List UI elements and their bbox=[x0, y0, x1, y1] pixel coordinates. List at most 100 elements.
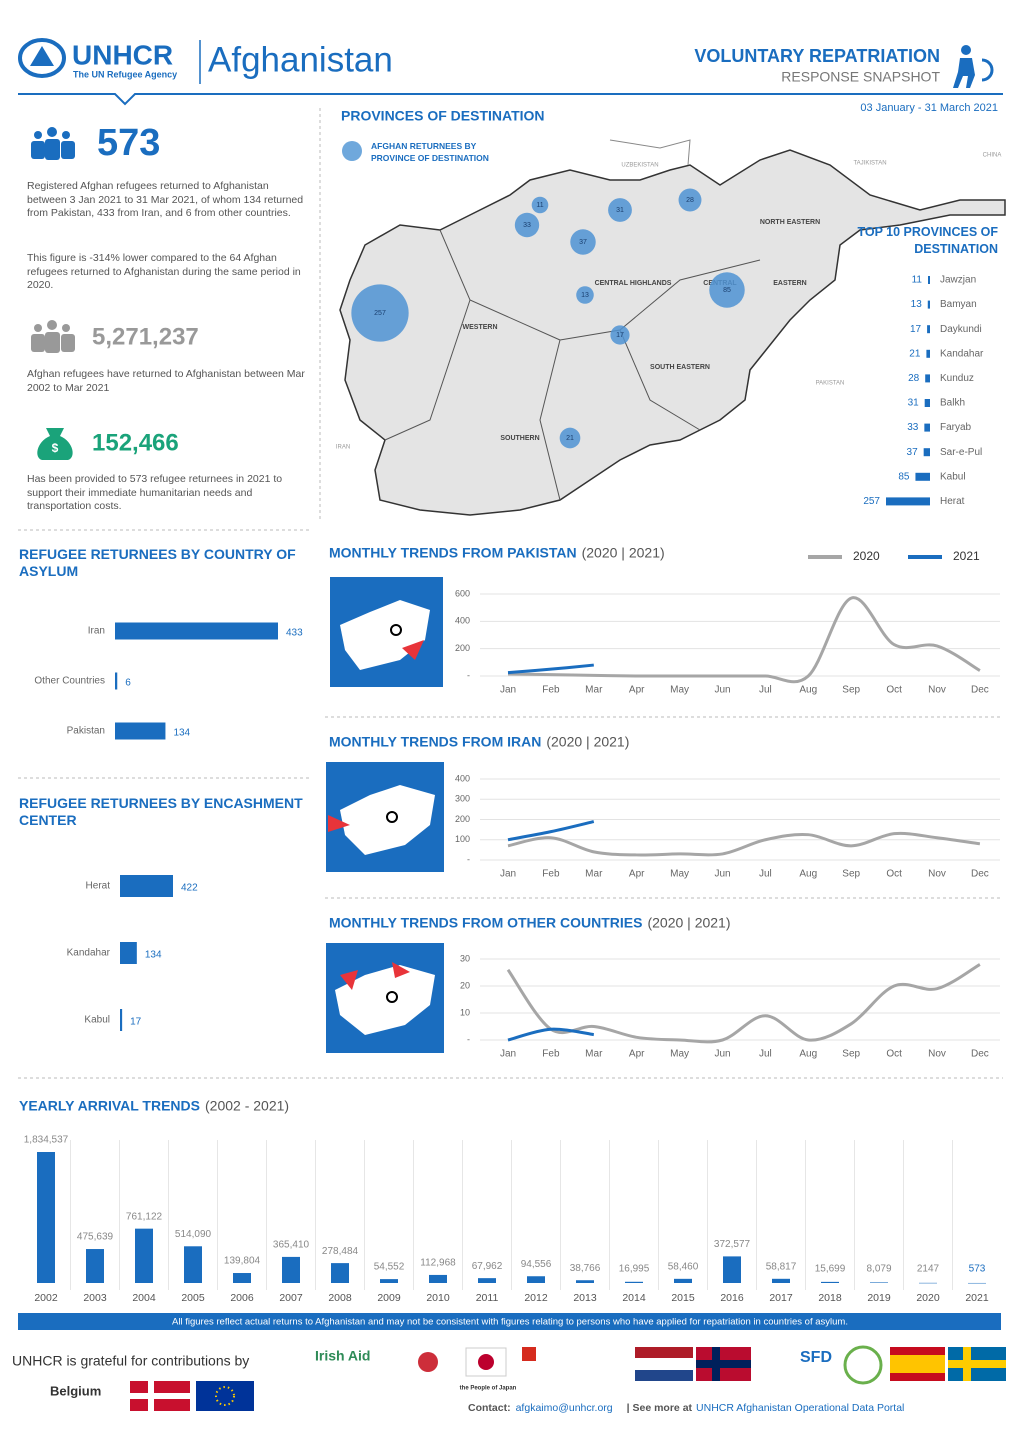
bar bbox=[625, 1281, 643, 1283]
x-tick-label: 2016 bbox=[720, 1292, 744, 1304]
stat-text: Has been provided to 573 refugee returne… bbox=[27, 473, 283, 512]
y-tick-label: 200 bbox=[455, 643, 470, 653]
bar bbox=[674, 1278, 692, 1283]
y-tick-label: 300 bbox=[455, 794, 470, 804]
x-tick-label: Aug bbox=[799, 869, 817, 880]
x-tick-label: 2006 bbox=[230, 1292, 254, 1304]
stat-value: 573 bbox=[97, 122, 160, 164]
value-label: 2147 bbox=[917, 1264, 940, 1275]
svg-text:$: $ bbox=[52, 441, 59, 455]
province-bubble bbox=[608, 198, 632, 222]
category-label: Other Countries bbox=[34, 676, 105, 687]
x-tick-label: 2004 bbox=[132, 1292, 156, 1304]
value-label: 6 bbox=[125, 678, 131, 689]
contact-label: Contact: bbox=[468, 1402, 511, 1414]
value-label: 372,577 bbox=[714, 1239, 751, 1250]
legend-bubble bbox=[342, 141, 362, 161]
x-tick-label: Nov bbox=[928, 869, 946, 880]
bar bbox=[576, 1280, 594, 1283]
value-label: 761,122 bbox=[126, 1211, 163, 1222]
y-tick-label: - bbox=[467, 1034, 470, 1044]
province-bar bbox=[926, 349, 930, 358]
bubble-label: 17 bbox=[616, 332, 624, 339]
province-bar bbox=[924, 423, 930, 432]
bar bbox=[723, 1256, 741, 1283]
inset-map bbox=[326, 762, 444, 872]
bar bbox=[120, 875, 173, 897]
x-tick-label: Dec bbox=[971, 1049, 989, 1060]
legend-label: 2020 bbox=[853, 549, 880, 563]
y-tick-label: 10 bbox=[460, 1007, 470, 1017]
neighbor-label: PAKISTAN bbox=[816, 381, 845, 387]
province-bubble bbox=[570, 229, 596, 255]
x-tick-label: 2008 bbox=[328, 1292, 352, 1304]
donor-name: Irish Aid bbox=[315, 1348, 371, 1364]
money-icon: $ bbox=[37, 428, 73, 460]
donor-flags bbox=[130, 1345, 1006, 1411]
province-bar bbox=[925, 374, 930, 383]
province-value: 28 bbox=[908, 373, 920, 384]
province-value: 13 bbox=[911, 299, 923, 310]
province-name: Faryab bbox=[940, 422, 972, 433]
bar bbox=[282, 1256, 300, 1283]
bar bbox=[380, 1279, 398, 1283]
province-bubble bbox=[531, 196, 549, 214]
region-borders bbox=[384, 229, 761, 501]
bubble-label: 11 bbox=[536, 202, 543, 209]
stat-text: This figure is -314% lower compared to t… bbox=[27, 252, 301, 291]
x-tick-label: Feb bbox=[542, 1049, 560, 1060]
x-tick-label: 2002 bbox=[34, 1292, 58, 1304]
province-bar bbox=[923, 448, 930, 457]
province-value: 17 bbox=[910, 324, 922, 335]
x-tick-label: Nov bbox=[928, 685, 946, 696]
value-label: 1,834,537 bbox=[24, 1135, 69, 1146]
category-label: Kandahar bbox=[67, 948, 111, 959]
y-tick-label: 400 bbox=[455, 616, 470, 626]
province-name: Sar-e-Pul bbox=[940, 447, 982, 458]
bar bbox=[821, 1281, 839, 1283]
bar bbox=[37, 1152, 55, 1283]
portal-link[interactable]: UNHCR Afghanistan Operational Data Porta… bbox=[696, 1402, 904, 1414]
category-label: Iran bbox=[88, 626, 105, 637]
value-label: 94,556 bbox=[521, 1259, 552, 1270]
bubble-label: 28 bbox=[686, 197, 694, 204]
value-label: 67,962 bbox=[472, 1261, 503, 1272]
province-bar bbox=[924, 399, 930, 407]
region-label: SOUTH EASTERN bbox=[650, 364, 710, 371]
province-value: 11 bbox=[912, 275, 923, 286]
x-tick-label: Mar bbox=[585, 1049, 603, 1060]
stat-value: 152,466 bbox=[92, 429, 179, 456]
stat-value: 5,271,237 bbox=[92, 323, 199, 350]
x-tick-label: 2012 bbox=[524, 1292, 548, 1304]
province-name: Jawzjan bbox=[940, 275, 976, 286]
chart-title: YEARLY ARRIVAL TRENDS bbox=[19, 1098, 200, 1114]
x-tick-label: Jun bbox=[714, 685, 730, 696]
province-name: Herat bbox=[940, 496, 965, 507]
series-line bbox=[507, 820, 595, 842]
donor-name: the People of Japan bbox=[460, 1386, 517, 1392]
x-tick-label: May bbox=[670, 1049, 689, 1060]
bubble-label: 13 bbox=[581, 292, 589, 299]
bubble-label: 257 bbox=[374, 310, 386, 317]
thanks: UNHCR is grateful for contributions by bbox=[12, 1353, 249, 1369]
x-tick-label: Aug bbox=[799, 1049, 817, 1060]
y-tick-label: - bbox=[467, 670, 470, 680]
stat-text: Registered Afghan refugees returned to A… bbox=[27, 180, 304, 219]
province-value: 31 bbox=[908, 398, 920, 409]
value-label: 365,410 bbox=[273, 1240, 310, 1251]
org-sub: The UN Refugee Agency bbox=[73, 69, 177, 79]
chart-years: (2020 | 2021) bbox=[546, 734, 629, 750]
chart-title: REFUGEE RETURNEES BY ENCASHMENT CENTER bbox=[19, 795, 303, 828]
value-label: 15,699 bbox=[815, 1264, 846, 1275]
region-label: SOUTHERN bbox=[500, 435, 539, 442]
x-tick-label: Sep bbox=[842, 685, 860, 696]
province-name: Kandahar bbox=[940, 348, 984, 359]
province-value: 21 bbox=[909, 348, 921, 359]
chart-years: (2020 | 2021) bbox=[582, 545, 665, 561]
value-label: 58,817 bbox=[766, 1261, 797, 1272]
x-tick-label: 2018 bbox=[818, 1292, 842, 1304]
bubble-label: 21 bbox=[566, 435, 574, 442]
x-tick-label: Dec bbox=[971, 869, 989, 880]
neighbor-label: UZBEKISTAN bbox=[621, 163, 658, 169]
